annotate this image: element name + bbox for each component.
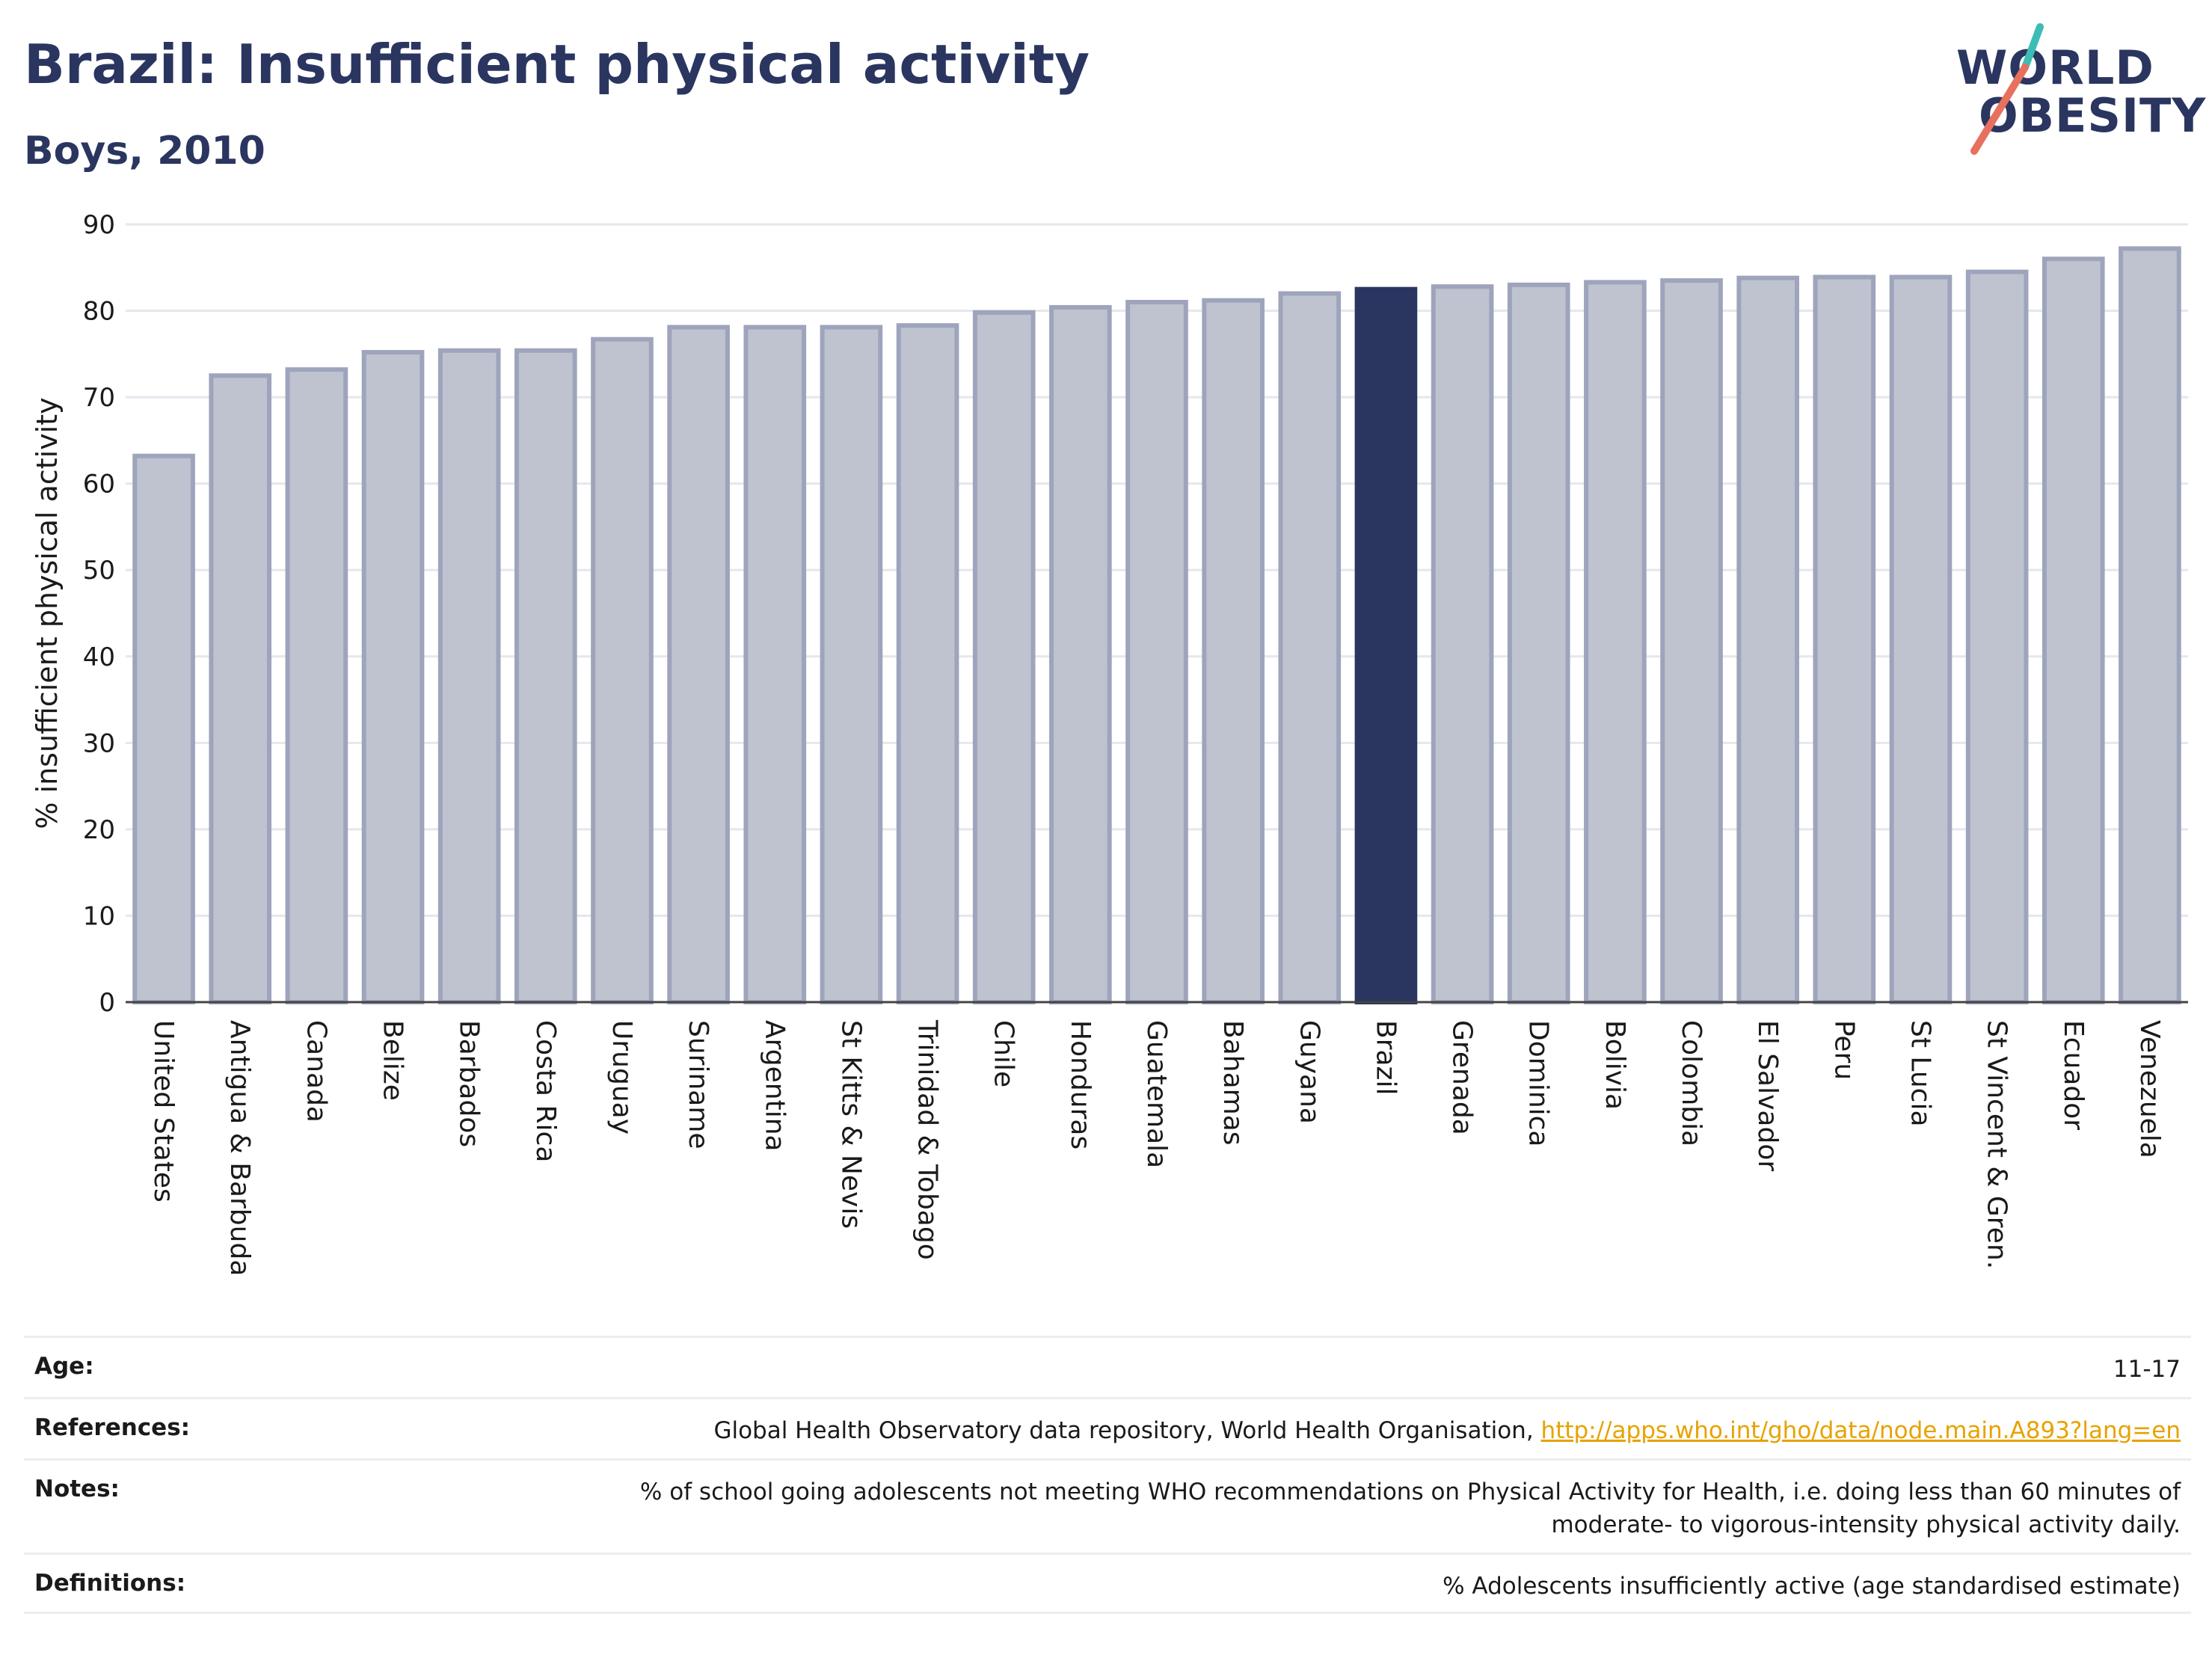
bar-st-lucia (1889, 274, 1953, 1004)
bar-bolivia (1584, 280, 1647, 1004)
notes-line-2: moderate- to vigorous-intensity physical… (1551, 1511, 2181, 1539)
chart-title: Brazil: Insufficient physical activity (24, 33, 1090, 96)
bar-united-states (132, 453, 195, 1004)
meta-row-definitions: Definitions: % Adolescents insufficientl… (24, 1553, 2191, 1614)
x-tick-label: Guyana (1294, 1020, 1324, 1124)
chart-subtitle: Boys, 2010 (24, 129, 265, 174)
x-tick-label: Argentina (759, 1020, 790, 1152)
bar-venezuela (2119, 246, 2181, 1005)
logo-slash-icon (1970, 23, 2044, 155)
metadata-table: Age: 11-17 References: Global Health Obs… (24, 1336, 2191, 1614)
x-tick-label: Uruguay (606, 1020, 637, 1134)
x-tick-label: Suriname (683, 1020, 713, 1149)
x-tick-label: Dominica (1523, 1020, 1554, 1147)
bar-canada (285, 367, 348, 1004)
meta-value-age: 11-17 (2113, 1356, 2181, 1383)
bar-colombia (1660, 278, 1723, 1005)
x-tick-label: St Vincent & Gren. (1982, 1020, 2012, 1269)
world-obesity-logo: WORLD OBESITY (1952, 22, 2205, 157)
references-text: Global Health Observatory data repositor… (713, 1417, 1541, 1444)
meta-value-definitions: % Adolescents insufficiently active (age… (1443, 1573, 2181, 1600)
meta-row-notes: Notes: % of school going adolescents not… (24, 1458, 2191, 1553)
y-tick-label: 10 (83, 901, 115, 931)
y-tick-label: 90 (83, 210, 115, 240)
bar-trinidad-tobago (896, 323, 959, 1004)
bar-costa-rica (514, 348, 577, 1004)
x-tick-label: Brazil (1370, 1020, 1401, 1095)
bar-uruguay (591, 337, 654, 1004)
meta-label-notes: Notes: (34, 1476, 120, 1502)
bar-el-salvador (1736, 275, 1800, 1004)
bar-guyana (1278, 291, 1342, 1004)
bar-chile (972, 310, 1036, 1005)
y-tick-label: 80 (83, 297, 115, 327)
bar-belize (361, 350, 425, 1004)
bar-antigua-barbuda (209, 373, 272, 1004)
x-tick-label: Antigua & Barbuda (224, 1020, 255, 1276)
bar-st-kitts-nevis (820, 325, 883, 1004)
x-tick-label: Guatemala (1141, 1020, 1172, 1168)
y-tick-label: 50 (83, 556, 115, 586)
x-tick-label: Grenada (1447, 1020, 1478, 1135)
bar-bahamas (1202, 298, 1265, 1004)
notes-line-1: % of school going adolescents not meetin… (639, 1479, 2181, 1505)
logo-line-1: WORLD (1956, 40, 2154, 95)
meta-label-definitions: Definitions: (34, 1570, 186, 1597)
x-tick-label: St Kitts & Nevis (835, 1020, 866, 1229)
x-tick-label: El Salvador (1752, 1020, 1783, 1171)
x-tick-label: United States (148, 1020, 179, 1203)
meta-value-references: Global Health Observatory data repositor… (713, 1414, 2181, 1447)
logo-line-2: OBESITY (1979, 88, 2207, 143)
x-tick-label: Costa Rica (530, 1020, 561, 1162)
bar-ecuador (2042, 257, 2105, 1004)
meta-value-notes: % of school going adolescents not meetin… (640, 1476, 2181, 1541)
meta-row-age: Age: 11-17 (24, 1336, 2191, 1397)
x-tick-label: Belize (378, 1020, 408, 1101)
bar-guatemala (1125, 300, 1188, 1004)
x-tick-label: Honduras (1065, 1020, 1096, 1149)
bar-grenada (1431, 284, 1494, 1004)
bar-argentina (743, 325, 807, 1004)
bar-dominica (1507, 282, 1570, 1004)
y-axis-title: % insufficient physical activity (31, 397, 64, 829)
bar-brazil (1354, 286, 1418, 1004)
references-link[interactable]: http://apps.who.int/gho/data/node.main.A… (1540, 1417, 2181, 1444)
bar-st-vincent-gren- (1965, 269, 2029, 1005)
bar-honduras (1049, 304, 1112, 1004)
y-tick-label: 40 (83, 642, 115, 672)
bar-peru (1813, 274, 1876, 1004)
x-tick-label: Bolivia (1600, 1020, 1630, 1110)
y-tick-label: 60 (83, 470, 115, 500)
x-tick-label: Colombia (1676, 1020, 1706, 1146)
x-tick-label: Venezuela (2134, 1020, 2165, 1158)
x-tick-label: Peru (1828, 1020, 1859, 1080)
meta-label-references: References: (34, 1414, 191, 1441)
x-tick-label: Ecuador (2058, 1020, 2089, 1130)
meta-row-references: References: Global Health Observatory da… (24, 1397, 2191, 1458)
bar-barbados (437, 348, 501, 1004)
x-tick-label: Barbados (454, 1020, 485, 1147)
x-tick-label: Chile (989, 1020, 1019, 1087)
y-tick-label: 20 (83, 815, 115, 845)
x-tick-label: Trinidad & Tobago (912, 1019, 943, 1260)
x-tick-label: Bahamas (1217, 1020, 1248, 1146)
y-tick-label: 70 (83, 383, 115, 413)
y-tick-label: 0 (99, 988, 115, 1018)
x-tick-label: St Lucia (1905, 1020, 1935, 1127)
y-tick-label: 30 (83, 728, 115, 758)
x-tick-label: Canada (301, 1020, 331, 1123)
bar-chart: 0 10 20 30 40 50 60 70 80 90 % insufficient physic… (31, 210, 2188, 1276)
meta-label-age: Age: (34, 1353, 94, 1380)
bar-suriname (667, 325, 730, 1004)
